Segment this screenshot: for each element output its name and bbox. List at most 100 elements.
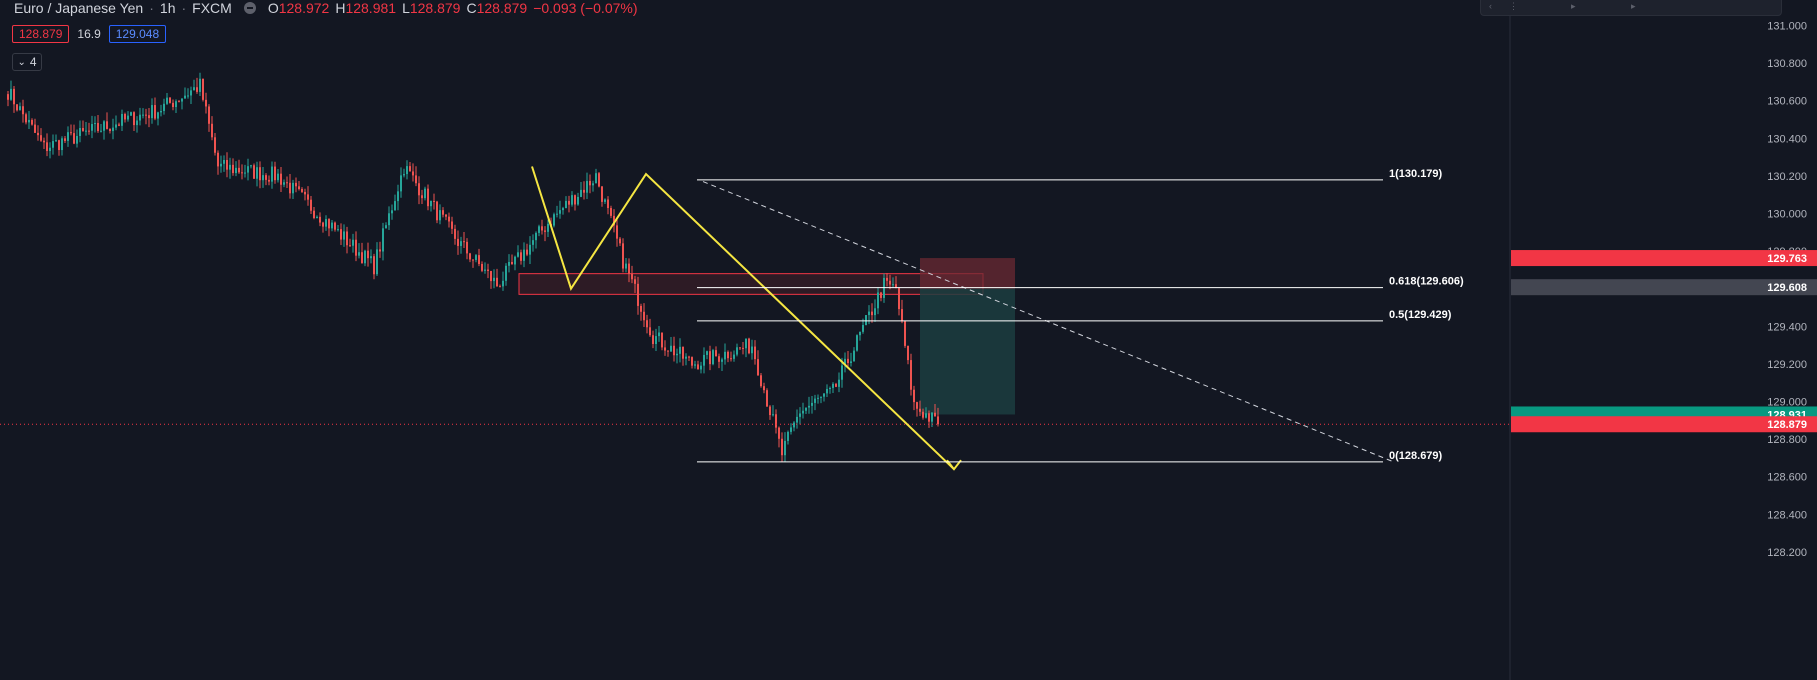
sell-button[interactable]: 128.879 [12,25,70,43]
candle-body [226,160,228,170]
candle-body [157,112,159,119]
candle-body [229,164,231,170]
candle-body [484,269,486,271]
candle-body [562,208,564,211]
candle-body [49,147,51,152]
candle-body [493,277,495,282]
indicators-toggle[interactable]: ⌄ 4 [12,53,42,71]
candle-body [628,263,630,274]
candle-body [241,172,243,174]
toolbar-icon-d[interactable]: ▸ [1631,1,1636,11]
candle-body [124,113,126,120]
candle-body [814,398,816,403]
candle-body [196,87,198,92]
candle-body [424,188,426,199]
candle-body [847,358,849,363]
candle-body [109,128,111,132]
candle-body [841,365,843,380]
candle-body [118,124,120,126]
fib-level-label: 0(128.679) [1389,450,1443,462]
candle-body [7,94,9,100]
candle-body [304,191,306,195]
candle-body [592,183,594,186]
candle-body [325,219,327,227]
toolbar-icon-c[interactable]: ▸ [1571,1,1576,11]
candle-body [73,133,75,144]
candle-body [913,389,915,403]
toolbar-icon-a[interactable]: ‹ [1489,1,1492,11]
candle-body [346,231,348,246]
candle-body [373,256,375,275]
candle-body [904,321,906,346]
buy-button[interactable]: 129.048 [108,25,167,43]
candle-body [40,135,42,141]
candle-body [532,240,534,245]
candle-body [802,410,804,414]
candle-body [736,347,738,355]
candle-body [310,199,312,211]
candle-body [394,201,396,211]
candle-body [97,123,99,132]
candle-body [724,351,726,360]
candle-body [799,413,801,417]
candle-body [820,396,822,398]
candle-body [103,121,105,131]
interval-label[interactable]: 1h [159,0,176,16]
candle-body [673,345,675,356]
candle-body [91,124,93,131]
symbol-name[interactable]: Euro / Japanese Yen [14,0,144,16]
candle-body [523,249,525,261]
candle-body [454,228,456,239]
price-axis: 131.000 130.800 130.600 130.400 130.200 130.0… [1509,0,1817,680]
candle-body [277,173,279,181]
candle-body [337,229,339,231]
candle-body [937,416,939,425]
candle-body [760,375,762,387]
candle-body [697,364,699,370]
candle-body [787,431,789,441]
candle-body [730,358,732,360]
candle-body [544,230,546,232]
candle-body [898,288,900,310]
candle-body [172,102,174,108]
candle-body [511,261,513,265]
candle-body [256,167,258,179]
fib-level-label: 1(130.179) [1389,168,1443,180]
candle-body [67,132,69,141]
candle-body [778,427,780,439]
candle-body [262,175,264,181]
toolbar-icon-b[interactable]: ⋮ [1509,1,1518,11]
zigzag-pattern [531,166,955,470]
price-tick-label: 129.200 [1767,359,1807,371]
candle-body [412,171,414,176]
candle-body [301,189,303,192]
high-value: 128.981 [345,0,397,16]
stop-loss-zone [920,258,1015,289]
candle-body [850,361,852,363]
candle-body [37,132,39,136]
candle-body [406,166,408,175]
candle-body [307,194,309,200]
candle-body [25,114,27,123]
candle-body [502,280,504,287]
candle-body [808,405,810,408]
price-tag [1511,250,1817,267]
candle-body [181,98,183,102]
candle-body [709,351,711,365]
candle-body [433,200,435,202]
candle-body [334,222,336,230]
candle-body [589,180,591,186]
symbol-header: Euro / Japanese Yen · 1h · FXCM O 128.972… [14,0,638,16]
candle-body [55,140,57,142]
candle-body [769,406,771,416]
market-status-icon [243,2,256,14]
candle-body [670,345,672,352]
candle-body [223,160,225,164]
spread-value: 16.9 [77,27,101,41]
candle-body [79,128,81,136]
candle-body [385,225,387,229]
candle-body [409,166,411,172]
candle-body [163,103,165,111]
candle-body [271,166,273,182]
